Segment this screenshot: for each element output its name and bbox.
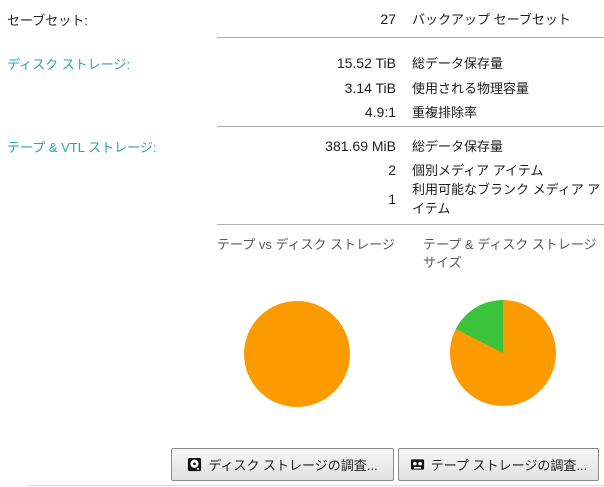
panel-bottom-border	[28, 485, 604, 486]
tape-media-items-desc: 個別メディア アイテム	[412, 163, 544, 178]
investigate-tape-storage-button[interactable]: テープ ストレージの調査...	[398, 448, 599, 481]
disk-dedup-ratio-desc: 重複排除率	[412, 105, 478, 120]
disk-total-data-desc: 総データ保存量	[412, 56, 504, 71]
tape-total-data-value: 381.69 MiB	[325, 138, 396, 154]
disk-dedup-ratio-value: 4.9:1	[364, 104, 396, 120]
disk-total-data-value: 15.52 TiB	[336, 55, 396, 71]
tape-blank-media-desc: 利用可能なブランク メディア アイテム	[412, 182, 601, 216]
tape-cartridge-icon	[410, 459, 424, 470]
hard-drive-icon	[188, 457, 202, 472]
tape-blank-media-value: 1	[388, 190, 396, 207]
tape-blank-media-row: 1 利用可能なブランク メディア アイテム	[215, 180, 604, 218]
tape-media-items-value: 2	[388, 162, 396, 178]
tape-vtl-storage-section-link[interactable]: テープ & VTL ストレージ:	[7, 140, 157, 155]
disk-dedup-ratio-row: 4.9:1 重複排除率	[215, 103, 604, 122]
disk-physical-used-row: 3.14 TiB 使用される物理容量	[215, 79, 604, 98]
investigate-tape-storage-label: テープ ストレージの調査...	[430, 458, 588, 473]
disk-physical-used-value: 3.14 TiB	[344, 80, 396, 96]
tape-total-data-row: 381.69 MiB 総データ保存量	[215, 137, 604, 156]
pie-title-tape-vs-disk: テープ vs ディスク ストレージ	[217, 237, 395, 252]
separator	[217, 37, 604, 38]
pie-chart-tape-disk-size	[450, 300, 556, 406]
pie-title-tape-disk-size: テープ & ディスク ストレージ サイズ	[423, 237, 597, 270]
separator	[217, 224, 604, 225]
disk-total-data-row: 15.52 TiB 総データ保存量	[215, 54, 604, 73]
saveset-count-value: 27	[380, 11, 396, 27]
saveset-section-label: セーブセット:	[7, 13, 88, 28]
separator	[217, 126, 604, 127]
investigate-disk-storage-button[interactable]: ディスク ストレージの調査...	[171, 448, 394, 481]
tape-media-items-row: 2 個別メディア アイテム	[215, 161, 604, 180]
disk-physical-used-desc: 使用される物理容量	[412, 81, 530, 96]
investigate-disk-storage-label: ディスク ストレージの調査...	[208, 458, 378, 473]
tape-total-data-desc: 総データ保存量	[412, 139, 504, 154]
pie-chart-tape-vs-disk	[244, 301, 350, 407]
disk-storage-section-link[interactable]: ディスク ストレージ:	[7, 57, 131, 72]
saveset-row: 27 バックアップ セーブセット	[215, 10, 604, 29]
saveset-count-desc: バックアップ セーブセット	[412, 12, 571, 27]
